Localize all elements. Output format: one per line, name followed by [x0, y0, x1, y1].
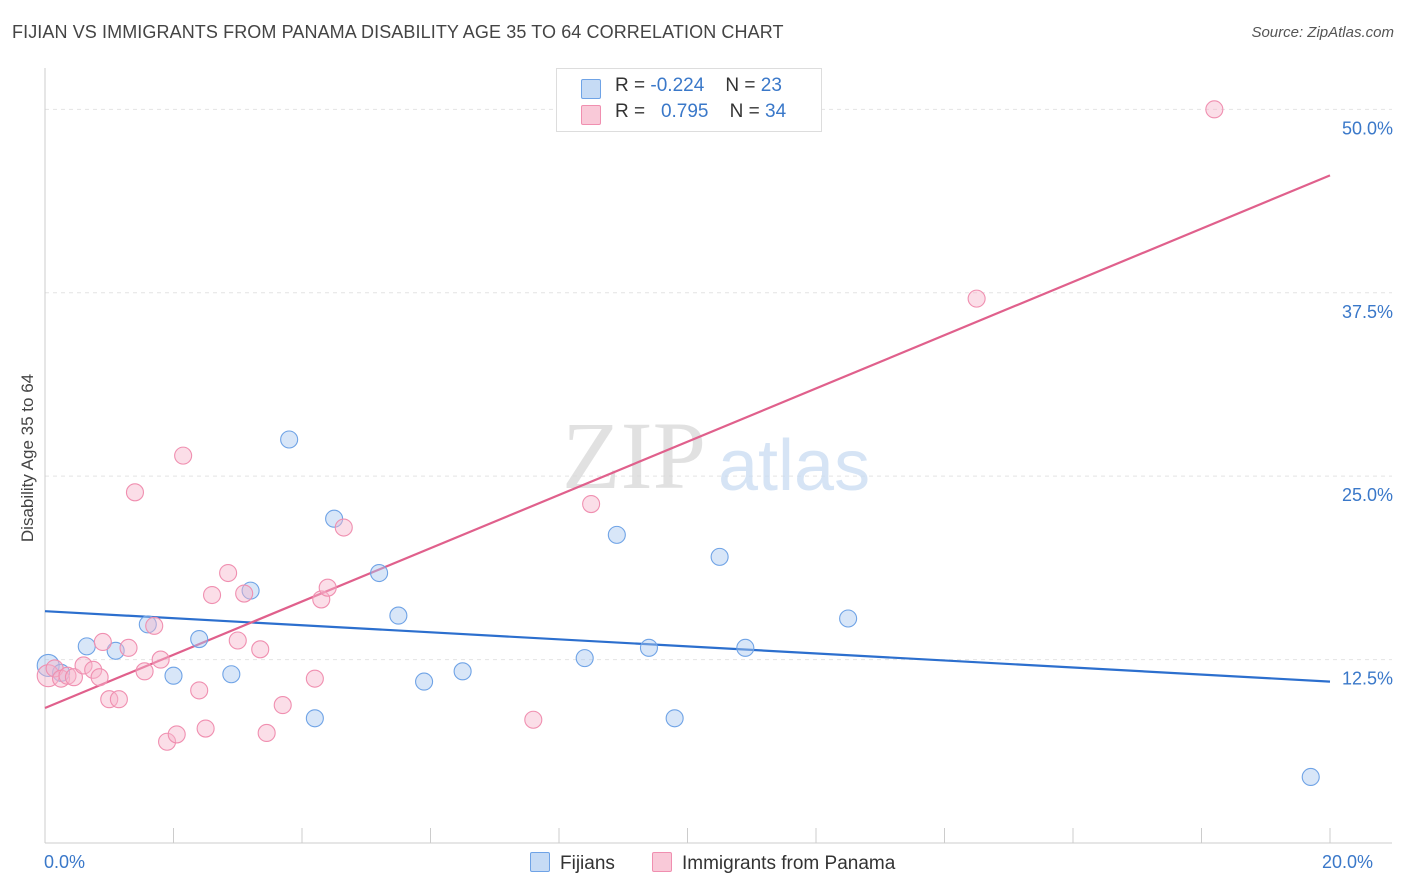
- x-tick-label-left: 0.0%: [44, 852, 86, 872]
- legend-swatch-panama: [581, 105, 601, 125]
- point-fijians: [736, 638, 755, 657]
- chart-source: Source: ZipAtlas.com: [1251, 24, 1394, 41]
- axes: [44, 68, 1392, 844]
- bottom-legend-swatch-fijians: [530, 852, 550, 872]
- y-tick-labels: 12.5% 25.0% 37.5% 50.0%: [1342, 118, 1393, 688]
- point-fijians: [665, 709, 684, 728]
- point-fijians: [370, 563, 389, 583]
- point-fijians: [77, 637, 96, 656]
- point-fijians: [190, 629, 209, 649]
- point-fijians: [305, 709, 324, 728]
- point-panama: [84, 660, 103, 679]
- bottom-legend-panama: Immigrants from Panama: [652, 852, 895, 875]
- point-panama: [196, 719, 215, 738]
- point-panama: [151, 650, 170, 669]
- point-panama: [100, 690, 119, 709]
- trend-line-fijians: [44, 610, 1331, 683]
- trend-lines: [44, 174, 1331, 710]
- point-panama: [119, 638, 138, 657]
- point-fijians: [1301, 767, 1320, 787]
- point-panama: [135, 662, 154, 681]
- legend-swatch-fijians: [581, 79, 601, 99]
- y-tick-label: 25.0%: [1342, 485, 1393, 505]
- point-fijians: [389, 606, 408, 625]
- y-axis-label: Disability Age 35 to 64: [18, 373, 37, 543]
- point-panama: [125, 483, 144, 502]
- point-panama: [235, 584, 254, 603]
- point-panama: [257, 723, 276, 743]
- x-tick-label-right: 20.0%: [1322, 852, 1374, 872]
- point-fijians: [453, 662, 472, 681]
- watermark-atlas: atlas: [718, 426, 870, 506]
- point-fijians: [710, 547, 729, 566]
- bottom-legend-label-panama: Immigrants from Panama: [682, 853, 896, 874]
- point-panama: [334, 518, 353, 537]
- point-panama: [109, 690, 128, 709]
- correlation-legend: R = -0.224 N = 23 R = 0.795 N = 34: [556, 68, 822, 132]
- point-panama: [251, 640, 270, 659]
- point-panama: [74, 656, 93, 675]
- point-fijians: [575, 649, 594, 668]
- legend-r-label: R =: [615, 75, 646, 96]
- point-panama: [174, 446, 193, 465]
- point-panama: [582, 495, 601, 514]
- point-panama: [167, 725, 186, 744]
- point-panama: [228, 631, 247, 650]
- point-panama: [273, 696, 292, 715]
- point-panama: [145, 616, 164, 635]
- chart-title: FIJIAN VS IMMIGRANTS FROM PANAMA DISABIL…: [12, 22, 784, 42]
- bottom-legend-label-fijians: Fijians: [560, 853, 615, 874]
- point-panama: [219, 563, 238, 583]
- legend-n-label: N =: [725, 75, 756, 96]
- y-tick-label: 12.5%: [1342, 669, 1393, 689]
- point-fijians: [138, 615, 157, 634]
- watermark-zip: ZIP: [562, 402, 706, 509]
- legend-n-label: N =: [729, 101, 760, 122]
- point-panama: [318, 578, 337, 597]
- point-panama: [90, 668, 109, 687]
- point-panama: [312, 590, 331, 609]
- point-fijians: [164, 666, 183, 685]
- legend-r-value: 0.795: [660, 101, 709, 122]
- point-fijians: [222, 665, 241, 684]
- legend-r-label: R =: [615, 101, 646, 122]
- point-panama: [1205, 100, 1224, 119]
- point-fijians: [415, 672, 434, 691]
- grid-lines: [45, 108, 1392, 661]
- point-fijians: [639, 638, 659, 657]
- point-panama: [305, 669, 324, 688]
- point-panama: [158, 732, 177, 751]
- point-panama: [203, 585, 222, 605]
- point-fijians: [280, 430, 299, 449]
- data-points: [36, 100, 1320, 787]
- y-tick-label: 50.0%: [1342, 118, 1393, 138]
- point-panama: [58, 666, 77, 685]
- bottom-legend-fijians: Fijians: [530, 852, 615, 875]
- point-panama: [190, 681, 209, 700]
- legend-r-value: -0.224: [650, 75, 705, 96]
- point-panama: [524, 710, 543, 729]
- legend-n-value: 23: [760, 75, 782, 96]
- point-panama: [93, 632, 112, 652]
- point-fijians: [839, 609, 858, 628]
- legend-n-value: 34: [765, 101, 787, 122]
- trend-line-panama: [44, 174, 1331, 710]
- y-tick-label: 37.5%: [1342, 302, 1393, 322]
- point-panama: [64, 668, 83, 687]
- bottom-legend-swatch-panama: [652, 852, 672, 872]
- point-fijians: [607, 525, 626, 544]
- point-panama: [967, 289, 986, 308]
